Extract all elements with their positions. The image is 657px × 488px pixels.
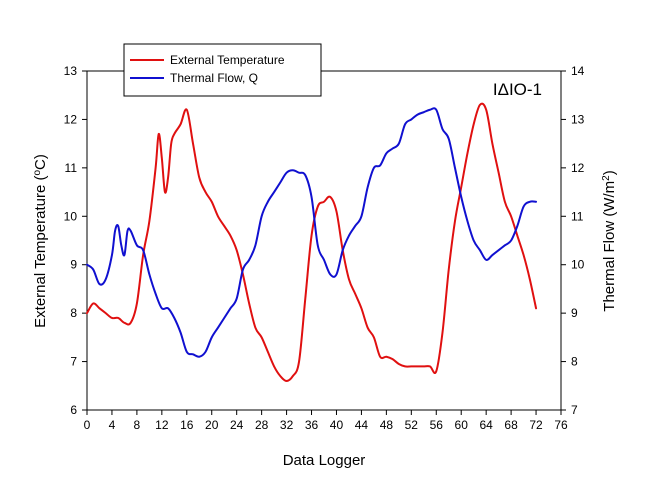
left-y-tick-label-6: 6 (70, 403, 77, 417)
left-y-axis-title-main: External Temperature ( (32, 176, 49, 328)
x-tick-label-40: 40 (330, 418, 344, 432)
right-y-axis-title-sup: 2 (601, 175, 612, 181)
x-tick-label-64: 64 (479, 418, 493, 432)
series-line-external-temperature (86, 102, 538, 382)
x-tick-label-32: 32 (280, 418, 294, 432)
x-tick-label-28: 28 (255, 418, 269, 432)
x-tick-label-52: 52 (405, 418, 419, 432)
right-y-axis: 7 8 9 10 11 12 13 14 (561, 64, 585, 417)
right-y-tick-label-7: 7 (571, 403, 578, 417)
left-y-tick-label-12: 12 (64, 112, 78, 126)
right-y-tick-label-14: 14 (571, 64, 585, 78)
left-y-axis-title-tail: C) (32, 154, 49, 170)
left-y-axis-title: External Temperature (oC) (32, 154, 50, 328)
x-tick-label-76: 76 (554, 418, 568, 432)
right-y-axis-title: Thermal Flow (W/m2) (601, 170, 619, 311)
right-y-tick-label-9: 9 (571, 306, 578, 320)
x-tick-label-16: 16 (180, 418, 194, 432)
right-y-axis-title-tail: ) (601, 170, 618, 175)
x-tick-label-44: 44 (355, 418, 369, 432)
right-y-tick-label-12: 12 (571, 161, 585, 175)
series-line-thermal-flow (86, 107, 538, 358)
legend-label-thermal-flow: Thermal Flow, Q (170, 71, 258, 85)
x-tick-label-72: 72 (529, 418, 543, 432)
left-y-axis-title-sup: o (32, 170, 43, 176)
x-tick-label-68: 68 (504, 418, 518, 432)
x-tick-label-36: 36 (305, 418, 319, 432)
x-tick-label-8: 8 (134, 418, 141, 432)
legend-box (123, 43, 322, 97)
left-y-axis: 6 7 8 9 10 11 12 13 (64, 64, 87, 417)
x-tick-label-4: 4 (109, 418, 116, 432)
left-y-tick-label-11: 11 (65, 161, 78, 175)
right-y-tick-label-8: 8 (571, 355, 578, 369)
plot-frame (86, 70, 562, 411)
legend: External Temperature Thermal Flow, Q (123, 43, 322, 97)
x-tick-label-56: 56 (430, 418, 444, 432)
x-axis: 0 4 8 12 16 20 24 28 32 36 40 44 48 52 56 60 64 68 72 76 (84, 410, 568, 432)
chart-annotation: IΔIO-1 (493, 80, 542, 99)
left-y-tick-label-8: 8 (70, 306, 77, 320)
series-lines (86, 102, 538, 382)
left-y-tick-label-13: 13 (64, 64, 78, 78)
legend-label-external-temperature: External Temperature (170, 53, 285, 67)
x-tick-label-48: 48 (380, 418, 394, 432)
right-y-tick-label-10: 10 (571, 258, 585, 272)
left-y-tick-label-10: 10 (64, 209, 78, 223)
x-tick-label-60: 60 (455, 418, 469, 432)
x-tick-label-12: 12 (155, 418, 169, 432)
x-tick-label-0: 0 (84, 418, 91, 432)
right-y-tick-label-13: 13 (571, 112, 585, 126)
right-y-tick-label-11: 11 (571, 209, 584, 223)
right-y-axis-title-main: Thermal Flow (W/m (601, 181, 618, 312)
x-tick-label-24: 24 (230, 418, 244, 432)
x-axis-title: Data Logger (283, 452, 366, 469)
left-y-tick-label-7: 7 (70, 355, 77, 369)
left-y-tick-label-9: 9 (70, 258, 77, 272)
x-tick-label-20: 20 (205, 418, 219, 432)
